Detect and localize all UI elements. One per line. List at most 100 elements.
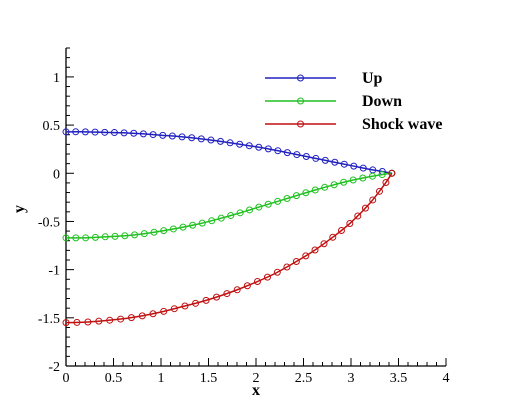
data-point-marker	[375, 187, 383, 195]
legend-entry: Up	[265, 70, 383, 87]
data-point-marker	[340, 178, 348, 186]
data-point-marker	[217, 214, 225, 222]
data-point-marker	[181, 302, 189, 310]
y-tick-label: -1.5	[38, 312, 60, 327]
data-point-marker	[354, 212, 362, 220]
data-point-marker	[202, 296, 210, 304]
y-tick-label: -2	[48, 360, 60, 375]
data-point-marker	[188, 134, 196, 142]
y-tick-label: -1	[48, 264, 60, 279]
data-point-marker	[293, 151, 301, 159]
y-tick-label: -0.5	[38, 215, 60, 230]
data-point-marker	[91, 128, 99, 136]
data-point-marker	[302, 153, 310, 161]
data-point-marker	[292, 192, 300, 200]
x-tick-label: 3	[348, 371, 355, 386]
y-tick-label: 0	[53, 167, 60, 182]
data-point-marker	[140, 230, 148, 238]
data-point-marker	[388, 169, 396, 177]
data-point-marker	[227, 212, 235, 220]
legend-marker	[297, 97, 304, 105]
data-point-marker	[106, 316, 114, 324]
data-point-marker	[213, 293, 221, 301]
data-point-marker	[197, 135, 205, 143]
legend-label: Up	[362, 70, 383, 87]
data-point-marker	[110, 129, 118, 137]
data-point-marker	[160, 227, 168, 235]
data-point-marker	[274, 147, 282, 155]
data-point-marker	[73, 318, 81, 326]
data-point-marker	[243, 282, 251, 290]
y-tick-label: 1	[53, 71, 60, 86]
data-point-marker	[264, 145, 272, 153]
data-point-marker	[236, 140, 244, 148]
x-tick-label: 2	[253, 371, 260, 386]
data-point-marker	[169, 225, 177, 233]
data-point-marker	[273, 268, 281, 276]
data-point-marker	[127, 314, 135, 322]
data-point-marker	[246, 206, 254, 214]
data-point-marker	[236, 209, 244, 217]
data-point-marker	[170, 305, 178, 313]
data-point-marker	[120, 129, 128, 137]
data-point-marker	[62, 128, 70, 136]
data-point-marker	[95, 317, 103, 325]
data-point-marker	[121, 232, 129, 240]
data-point-marker	[263, 273, 271, 281]
data-point-marker	[312, 154, 320, 162]
data-point-marker	[149, 310, 157, 318]
x-axis-title: x	[252, 382, 260, 399]
data-point-marker	[130, 129, 138, 137]
series-up	[62, 128, 396, 177]
data-point-marker	[159, 131, 167, 139]
data-point-marker	[349, 176, 357, 184]
data-point-marker	[337, 227, 345, 235]
data-point-marker	[72, 128, 80, 136]
data-point-marker	[292, 258, 300, 266]
data-point-marker	[101, 233, 109, 241]
data-point-marker	[84, 318, 92, 326]
data-point-marker	[283, 263, 291, 271]
data-point-marker	[233, 286, 241, 294]
y-tick-label: 0.5	[43, 119, 61, 134]
data-point-marker	[311, 186, 319, 194]
data-point-marker	[207, 136, 215, 144]
data-point-marker	[302, 189, 310, 197]
data-point-marker	[138, 312, 146, 320]
data-point-marker	[340, 160, 348, 168]
x-tick-label: 0.5	[105, 371, 123, 386]
y-axis-title: y	[11, 205, 28, 213]
legend-label: Down	[362, 93, 402, 110]
data-point-marker	[283, 149, 291, 157]
data-point-marker	[168, 132, 176, 140]
data-point-marker	[150, 228, 158, 236]
data-point-marker	[111, 232, 119, 240]
data-point-marker	[361, 204, 369, 212]
series-shock-wave	[62, 169, 396, 327]
data-point-marker	[264, 200, 272, 208]
legend-marker	[297, 74, 304, 82]
data-point-marker	[283, 195, 291, 203]
data-point-marker	[178, 133, 186, 141]
data-point-marker	[189, 221, 197, 229]
data-point-marker	[91, 233, 99, 241]
data-point-marker	[359, 164, 367, 172]
data-point-marker	[346, 219, 354, 227]
series-line	[65, 172, 393, 324]
data-point-marker	[330, 181, 338, 189]
data-point-marker	[82, 234, 90, 242]
data-point-marker	[331, 158, 339, 166]
data-point-marker	[217, 137, 225, 145]
plot-axes: 0 0.5 1 1.5 2 2.5 3 3.5 4 -2 -1.5 -1 -0.5 0 0.5 1	[38, 47, 450, 386]
data-point-marker	[208, 217, 216, 225]
x-tick-label: 0	[63, 371, 70, 386]
data-point-marker	[72, 234, 80, 242]
data-point-marker	[223, 290, 231, 298]
data-point-marker	[359, 174, 367, 182]
legend-label: Shock wave	[362, 116, 442, 133]
series-down	[62, 169, 396, 242]
data-point-marker	[378, 171, 386, 179]
data-point-marker	[382, 178, 390, 186]
data-point-marker	[62, 234, 70, 242]
